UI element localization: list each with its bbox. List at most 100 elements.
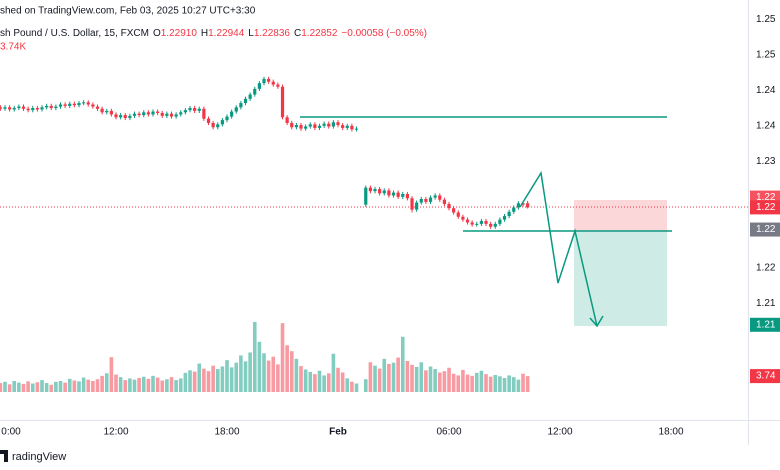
candle-body: [95, 106, 100, 109]
price-label: 1.22: [756, 202, 776, 213]
footer: [0, 450, 780, 470]
volume-bar: [521, 373, 525, 392]
candle-body: [382, 190, 386, 194]
candle-body: [317, 125, 322, 128]
volume-bar: [266, 360, 271, 392]
volume-bar: [141, 376, 146, 392]
volume-bar: [456, 375, 461, 392]
volume-bar: [123, 380, 128, 392]
volume-bar: [474, 372, 479, 392]
candle-body: [225, 116, 229, 121]
volume-bar: [67, 378, 72, 392]
volume-bar: [155, 377, 160, 392]
volume-bar: [507, 375, 511, 392]
brand: radingView: [12, 451, 66, 463]
volume-bar: [363, 379, 368, 392]
volume-bar: [289, 351, 294, 392]
y-tick-label: 1.24: [756, 85, 776, 96]
candle-body: [146, 112, 150, 115]
candle-body: [512, 207, 516, 212]
volume-bar: [104, 373, 109, 392]
candle-body: [452, 208, 456, 213]
candle-body: [63, 104, 67, 106]
volume-bar: [178, 378, 183, 392]
candle-body: [35, 108, 39, 110]
volume-bar: [63, 382, 67, 392]
volume-bar: [488, 376, 493, 392]
candle-body: [12, 108, 16, 110]
candle-body: [479, 221, 483, 224]
candle-body: [475, 223, 479, 225]
volume-bar: [174, 380, 178, 392]
volume-value: 3.74K: [0, 42, 26, 53]
candle-body: [424, 199, 428, 202]
volume-bar: [308, 372, 313, 392]
volume-bar: [165, 379, 169, 392]
candle-body: [105, 110, 109, 113]
candle-body: [54, 106, 58, 109]
volume-bar: [280, 323, 285, 392]
volume-bar: [225, 360, 229, 392]
volume-bar: [303, 369, 308, 392]
volume-bar: [211, 365, 215, 392]
candle-body: [77, 103, 81, 106]
candle-body: [345, 125, 349, 128]
candle-body: [456, 212, 460, 217]
x-tick-label: 12:00: [103, 427, 128, 438]
candle-body: [58, 104, 63, 107]
volume-bar: [95, 379, 100, 392]
volume-bar: [26, 381, 30, 392]
volume-bar: [511, 377, 516, 392]
candle-body: [40, 107, 44, 110]
volume-bar: [17, 382, 21, 392]
published-note: shed on TradingView.com, Feb 03, 2025 10…: [0, 6, 256, 17]
candle-body: [123, 115, 127, 118]
volume-bar: [470, 375, 474, 392]
candle-body: [428, 197, 433, 202]
volume-bar: [12, 380, 17, 392]
candle-body: [354, 128, 359, 130]
candle-body: [3, 107, 7, 109]
volume-bar: [3, 381, 7, 392]
y-tick-label: 1.23: [756, 156, 776, 167]
volume-bar: [285, 345, 289, 392]
candle-body: [280, 86, 285, 118]
candle-body: [21, 106, 26, 109]
volume-bar: [58, 380, 63, 392]
volume-bar: [77, 381, 81, 392]
volume-bar: [502, 377, 507, 392]
candle-body: [68, 103, 72, 106]
ohlc-key: H: [201, 28, 208, 39]
volume-bar: [336, 367, 340, 392]
price-label-box: [750, 200, 780, 215]
volume-bar: [202, 368, 206, 392]
volume-bar: [299, 366, 303, 392]
volume-bar: [146, 378, 151, 392]
volume-bar: [447, 367, 451, 392]
price-label-box: [750, 222, 780, 237]
volume-bar: [271, 356, 276, 392]
candle-body: [202, 108, 206, 119]
candle-body: [86, 102, 90, 105]
candle-body: [114, 114, 118, 118]
candle-body: [276, 84, 280, 87]
volume-bar: [132, 379, 137, 392]
candle-body: [433, 195, 437, 198]
volume-bar: [433, 369, 437, 392]
candle-body: [502, 216, 507, 220]
volume-bar: [81, 377, 86, 392]
volume-bar: [86, 379, 91, 392]
volume-bar: [493, 375, 498, 392]
volume-bar: [428, 366, 433, 392]
candle-body: [142, 112, 146, 116]
candle-body: [470, 222, 474, 225]
candle-body: [165, 113, 169, 116]
volume-bar: [322, 375, 326, 392]
candle-body: [17, 106, 21, 109]
x-tick-label: Feb: [329, 427, 347, 438]
symbol: sh Pound / U.S. Dollar, 15, FXCM: [0, 28, 149, 39]
y-tick-label: 1.22: [756, 263, 776, 274]
candle-body: [387, 190, 391, 196]
candle-body: [72, 103, 76, 106]
